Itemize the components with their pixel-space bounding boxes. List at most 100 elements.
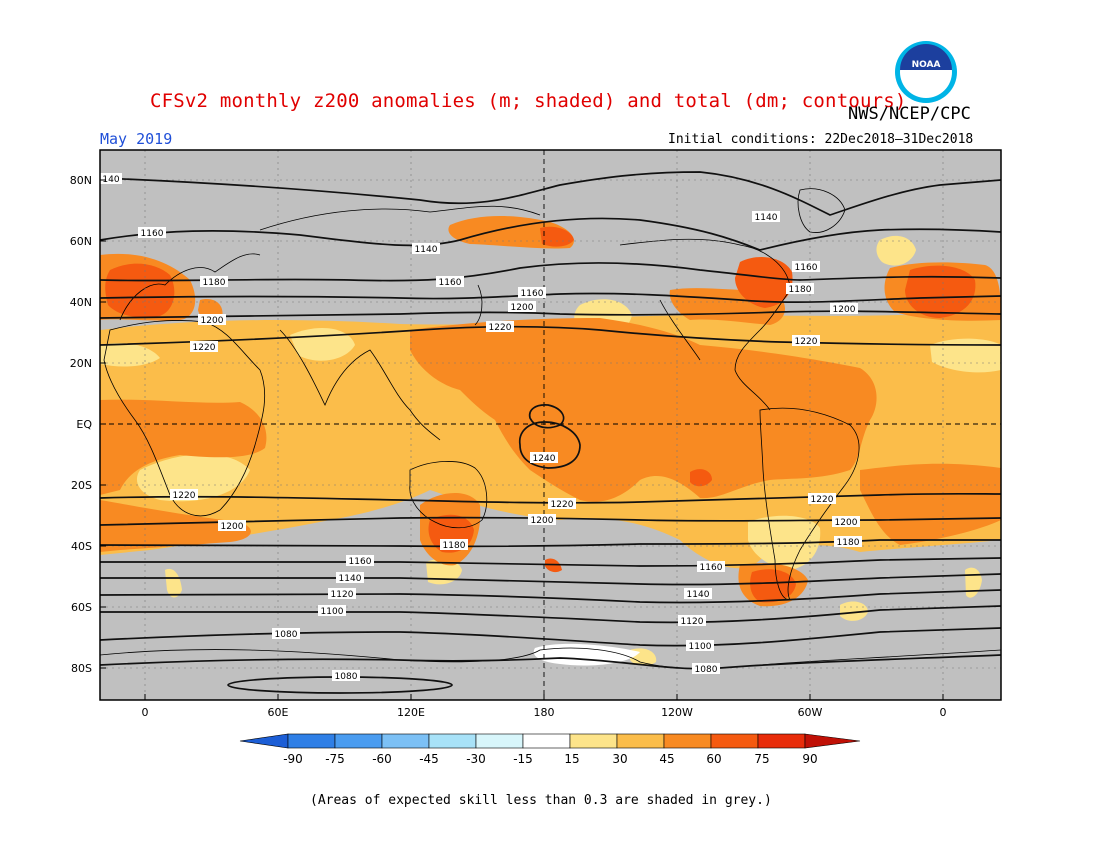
- colorbar-segment: [522, 733, 571, 749]
- contour-label: 1120: [678, 615, 706, 627]
- contour-label: 1200: [508, 301, 536, 313]
- anomaly-15-30-patch: [136, 454, 250, 502]
- colorbar-segment: [663, 733, 712, 749]
- anomaly-15-30-patch: [840, 601, 868, 621]
- colorbar: [239, 733, 861, 749]
- lat-label: 80S: [71, 662, 92, 675]
- anomaly-neutral-patch: [533, 643, 640, 666]
- map-frame: [99, 149, 1002, 701]
- colorbar-segment: [569, 733, 618, 749]
- noaa-logo: NOAA: [895, 41, 957, 103]
- svg-text:1140: 1140: [339, 574, 362, 584]
- svg-text:1120: 1120: [331, 590, 354, 600]
- contour-label: 1220: [792, 335, 820, 347]
- svg-text:1200: 1200: [531, 516, 554, 526]
- lat-label: 40N: [70, 296, 92, 309]
- svg-text:1200: 1200: [221, 522, 244, 532]
- colorbar-label: -15: [513, 752, 533, 766]
- initial-conditions: Initial conditions: 22Dec2018–31Dec2018: [668, 132, 974, 147]
- contour-label: 1200: [198, 314, 226, 326]
- colorbar-segment: [334, 733, 383, 749]
- lon-label: 180: [534, 706, 555, 719]
- colorbar-segment: [239, 733, 289, 749]
- contour-label: 1140: [336, 572, 364, 584]
- svg-text:1200: 1200: [511, 303, 534, 313]
- contour-label: 1160: [518, 287, 546, 299]
- contour-label: 1220: [808, 493, 836, 505]
- svg-text:1180: 1180: [203, 278, 226, 288]
- contour-label: 1200: [528, 514, 556, 526]
- lat-label: 20N: [70, 357, 92, 370]
- anomaly-60-75-core: [690, 469, 712, 487]
- contour-label: 1140: [684, 588, 712, 600]
- skill-footnote: (Areas of expected skill less than 0.3 a…: [310, 793, 772, 808]
- agency-label: NWS/NCEP/CPC: [848, 104, 971, 124]
- svg-text:1160: 1160: [700, 563, 723, 573]
- contour-label: 1180: [786, 283, 814, 295]
- contour-label: 1180: [440, 539, 468, 551]
- svg-text:1180: 1180: [789, 285, 812, 295]
- svg-text:1140: 1140: [415, 245, 438, 255]
- colorbar-labels: -90 -75 -60 -45 -30 -15 15 30 45 60 75 9…: [283, 752, 817, 766]
- svg-text:1240: 1240: [533, 454, 556, 464]
- lon-label: 60E: [268, 706, 289, 719]
- lat-label: 60N: [70, 235, 92, 248]
- reference-lines: [100, 150, 1001, 700]
- contour-label: 1220: [190, 341, 218, 353]
- svg-text:1080: 1080: [335, 672, 358, 682]
- svg-text:1220: 1220: [795, 337, 818, 347]
- lat-label: EQ: [76, 418, 92, 431]
- lon-label: 0: [940, 706, 947, 719]
- lon-label: 0: [142, 706, 149, 719]
- colorbar-segment: [287, 733, 336, 749]
- svg-text:1220: 1220: [173, 491, 196, 501]
- svg-text:1140: 1140: [755, 213, 778, 223]
- contour-label: 1200: [218, 520, 246, 532]
- contour-label: 1160: [697, 561, 725, 573]
- contour-label: 1160: [792, 261, 820, 273]
- colorbar-label: -60: [372, 752, 392, 766]
- forecast-month: May 2019: [100, 130, 173, 148]
- svg-text:1120: 1120: [681, 617, 704, 627]
- contour-label: 1180: [834, 536, 862, 548]
- contour-label: 1140: [752, 211, 780, 223]
- colorbar-label: 75: [754, 752, 769, 766]
- colorbar-segment: [475, 733, 524, 749]
- svg-text:1160: 1160: [349, 557, 372, 567]
- contour-labels: 140 1160 1140 1140 1180 1160 1160 1160 1…: [100, 173, 862, 682]
- svg-text:1200: 1200: [201, 316, 224, 326]
- svg-text:1220: 1220: [193, 343, 216, 353]
- anomaly-45-60-region: [100, 500, 251, 552]
- logo-text: NOAA: [912, 60, 941, 70]
- colorbar-label: -75: [325, 752, 345, 766]
- axis-ticks: [100, 179, 944, 700]
- svg-text:1080: 1080: [275, 630, 298, 640]
- svg-text:1080: 1080: [695, 665, 718, 675]
- lon-label: 120W: [661, 706, 693, 719]
- contour-label: 1160: [138, 227, 166, 239]
- anomaly-60-75-core: [105, 263, 175, 318]
- contour-label: 1160: [346, 555, 374, 567]
- svg-text:1160: 1160: [521, 289, 544, 299]
- anomaly-60-75-core: [735, 257, 793, 308]
- anomaly-60-75-core: [905, 265, 976, 318]
- colorbar-label: -30: [466, 752, 486, 766]
- colorbar-segment: [381, 733, 430, 749]
- svg-text:1160: 1160: [439, 278, 462, 288]
- svg-text:1160: 1160: [141, 229, 164, 239]
- contour-label: 1080: [332, 670, 360, 682]
- svg-text:1220: 1220: [811, 495, 834, 505]
- contour-label: 1080: [272, 628, 300, 640]
- anomaly-45-60-region: [100, 399, 267, 495]
- lon-label: 60W: [798, 706, 823, 719]
- svg-text:1180: 1180: [443, 541, 466, 551]
- svg-text:1200: 1200: [833, 305, 856, 315]
- colorbar-segment: [710, 733, 759, 749]
- contour-label: 1220: [548, 498, 576, 510]
- colorbar-label: 90: [802, 752, 817, 766]
- contour-label: 1200: [830, 303, 858, 315]
- contour-label: 1220: [170, 489, 198, 501]
- anomaly-15-30-patch: [165, 568, 182, 598]
- contour-label: 1180: [200, 276, 228, 288]
- longitude-labels: 0 60E 120E 180 120W 60W 0: [142, 706, 947, 719]
